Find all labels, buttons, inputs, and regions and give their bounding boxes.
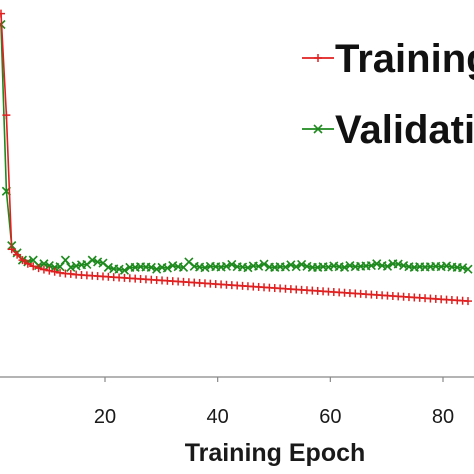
legend-label-training: Training <box>335 37 474 81</box>
training-marker <box>34 264 43 273</box>
validation-marker <box>254 261 264 271</box>
validation-marker <box>463 264 473 274</box>
legend-training-marker <box>314 54 322 62</box>
legend-validation-marker <box>313 124 323 134</box>
validation-marker <box>200 263 210 273</box>
training-marker <box>464 297 472 306</box>
validation-marker <box>339 262 350 272</box>
legend: Training Validation <box>302 37 474 152</box>
validation-marker <box>366 260 376 271</box>
validation-marker <box>55 262 65 272</box>
validation-marker <box>162 263 172 273</box>
training-marker <box>13 250 22 259</box>
validation-marker <box>221 261 232 271</box>
x-tick-label: 40 <box>207 406 229 428</box>
validation-marker <box>280 262 291 272</box>
legend-label-validation: Validation <box>335 108 474 152</box>
training-marker <box>2 111 11 120</box>
validation-marker <box>119 265 130 275</box>
training-marker <box>39 265 48 274</box>
x-tick-label: 80 <box>432 406 454 428</box>
validation-marker <box>243 263 253 273</box>
training-marker <box>0 9 5 18</box>
validation-marker <box>44 260 54 271</box>
legend-item-validation: Validation <box>302 108 474 152</box>
validation-marker <box>60 255 70 265</box>
validation-marker <box>227 259 237 270</box>
validation-marker <box>458 263 468 273</box>
validation-marker <box>146 262 156 272</box>
validation-series-line <box>0 24 469 272</box>
x-axis-ticks: 20 40 60 80 <box>94 377 454 428</box>
training-marker <box>45 266 54 275</box>
validation-marker <box>393 259 403 269</box>
validation-marker <box>87 255 97 265</box>
validation-marker <box>286 260 296 270</box>
legend-item-training: Training <box>302 37 474 81</box>
training-marker <box>7 245 16 254</box>
training-marker <box>18 256 27 265</box>
validation-marker <box>382 261 393 271</box>
training-marker <box>50 267 59 276</box>
x-tick-label: 60 <box>319 406 341 428</box>
validation-marker <box>297 259 307 270</box>
validation-marker <box>259 259 269 269</box>
plot-area <box>0 9 473 306</box>
training-marker <box>23 259 32 268</box>
validation-marker <box>39 259 49 269</box>
validation-marker <box>152 264 162 274</box>
validation-marker <box>372 259 382 269</box>
validation-marker <box>291 262 301 272</box>
x-tick-label: 20 <box>94 406 116 428</box>
validation-marker <box>103 262 113 272</box>
training-marker <box>29 262 38 271</box>
validation-marker <box>66 262 76 272</box>
x-axis-title: Training Epoch <box>185 439 366 467</box>
